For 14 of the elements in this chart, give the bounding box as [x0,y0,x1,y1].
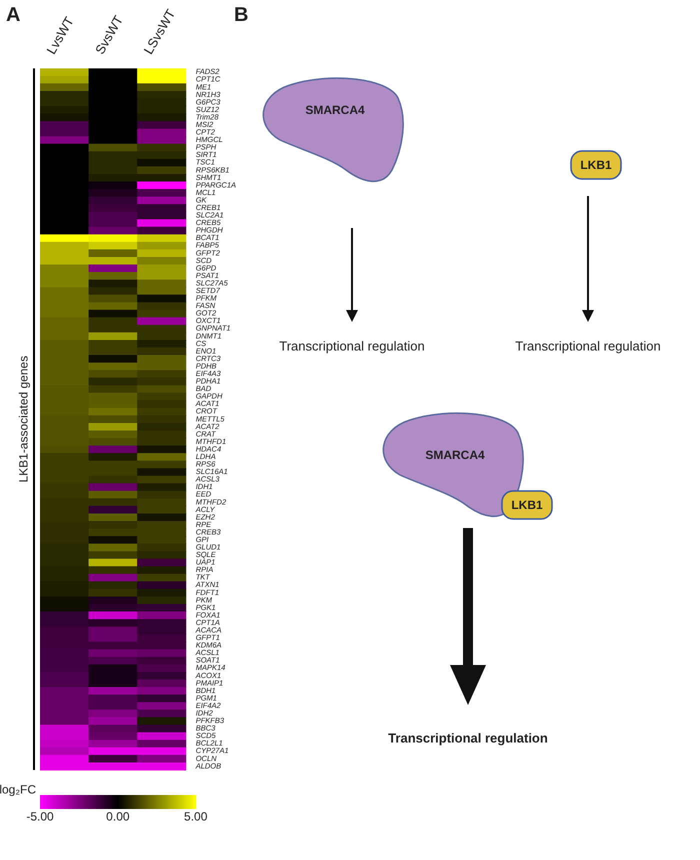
text: Transcriptional regulation [388,730,548,746]
text: Transcriptional regulation [279,338,425,354]
color-bar-label: 0.00 [106,809,130,824]
color-bar-label: 5.00 [184,809,208,824]
color-bar-label: -5.00 [26,809,54,824]
text: LKB1 [580,158,612,172]
text: LKB1 [511,498,543,512]
text: B [234,4,248,27]
color-bar-title: log₂FC [0,782,36,796]
text: SMARCA4 [305,103,365,117]
text: A [6,4,20,27]
y-axis-title: LKB1-associated genes [16,356,30,483]
text: SMARCA4 [425,448,485,462]
text: Transcriptional regulation [515,338,661,354]
